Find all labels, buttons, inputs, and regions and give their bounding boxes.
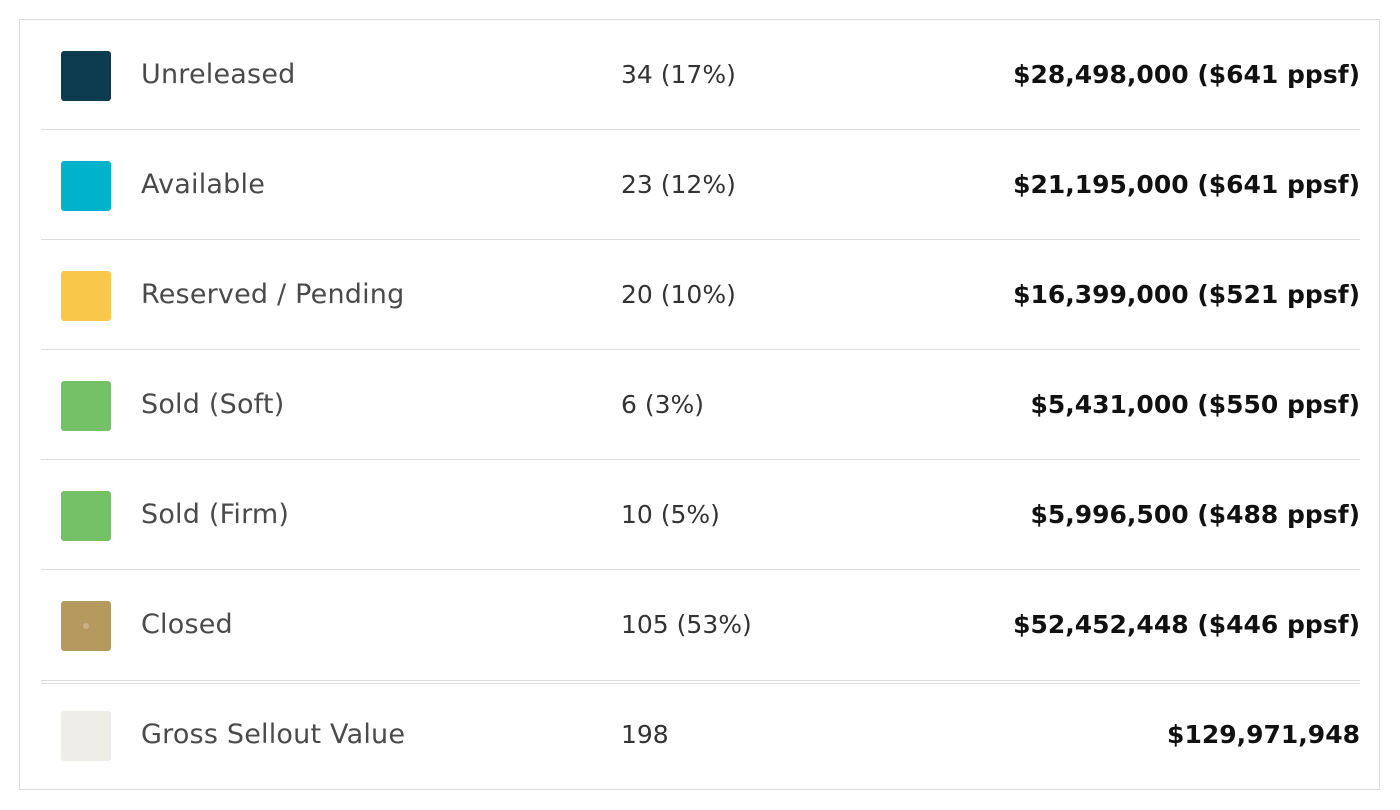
- swatch-dot-icon: [83, 623, 89, 629]
- status-value: $52,452,448 ($446 ppsf): [1013, 610, 1360, 639]
- unit-count: 20 (10%): [621, 280, 736, 309]
- status-row-available: Available 23 (12%) $21,195,000 ($641 pps…: [41, 130, 1360, 240]
- status-value: $28,498,000 ($641 ppsf): [1013, 60, 1360, 89]
- sales-summary-panel: Unreleased 34 (17%) $28,498,000 ($641 pp…: [19, 19, 1380, 790]
- unit-count: 10 (5%): [621, 500, 720, 529]
- status-value: $16,399,000 ($521 ppsf): [1013, 280, 1360, 309]
- unreleased-color-swatch-icon: [61, 51, 111, 101]
- status-label: Sold (Soft): [141, 389, 285, 420]
- status-row-sold-soft: Sold (Soft) 6 (3%) $5,431,000 ($550 ppsf…: [41, 350, 1360, 460]
- unit-count: 105 (53%): [621, 610, 752, 639]
- closed-color-swatch-icon: [61, 601, 111, 651]
- status-value: $5,996,500 ($488 ppsf): [1030, 500, 1360, 529]
- total-row-gross-sellout: Gross Sellout Value 198 $129,971,948: [41, 680, 1360, 790]
- total-label: Gross Sellout Value: [141, 719, 406, 750]
- status-label: Reserved / Pending: [141, 279, 405, 310]
- status-label: Available: [141, 169, 266, 200]
- total-unit-count: 198: [621, 720, 669, 749]
- reserved-pending-color-swatch-icon: [61, 271, 111, 321]
- status-row-unreleased: Unreleased 34 (17%) $28,498,000 ($641 pp…: [41, 20, 1360, 130]
- status-row-sold-firm: Sold (Firm) 10 (5%) $5,996,500 ($488 pps…: [41, 460, 1360, 570]
- status-value: $5,431,000 ($550 ppsf): [1030, 390, 1360, 419]
- status-value: $21,195,000 ($641 ppsf): [1013, 170, 1360, 199]
- available-color-swatch-icon: [61, 161, 111, 211]
- status-label: Sold (Firm): [141, 499, 290, 530]
- unit-count: 6 (3%): [621, 390, 705, 419]
- gross-sellout-color-swatch-icon: [61, 711, 111, 761]
- status-label: Closed: [141, 609, 233, 640]
- sold-firm-color-swatch-icon: [61, 491, 111, 541]
- status-row-reserved-pending: Reserved / Pending 20 (10%) $16,399,000 …: [41, 240, 1360, 350]
- status-label: Unreleased: [141, 59, 296, 90]
- sold-soft-color-swatch-icon: [61, 381, 111, 431]
- status-row-closed: Closed 105 (53%) $52,452,448 ($446 ppsf): [41, 570, 1360, 684]
- unit-count: 23 (12%): [621, 170, 736, 199]
- unit-count: 34 (17%): [621, 60, 736, 89]
- total-value: $129,971,948: [1167, 720, 1360, 749]
